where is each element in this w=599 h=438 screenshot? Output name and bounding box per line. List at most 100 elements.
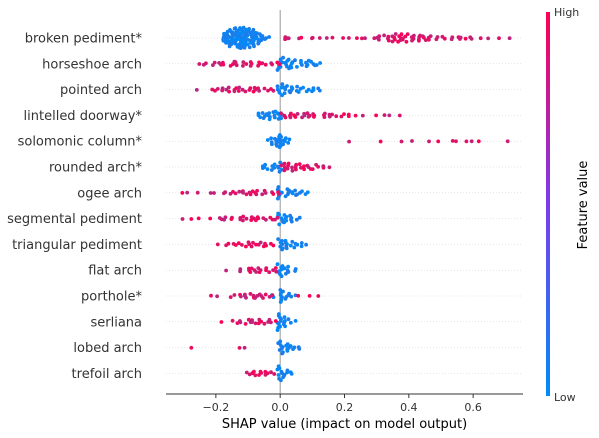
data-point	[253, 36, 258, 41]
data-point	[317, 36, 322, 40]
data-point	[297, 162, 302, 167]
data-point	[231, 32, 235, 37]
data-point	[390, 39, 395, 44]
data-point	[262, 321, 267, 326]
data-point	[486, 36, 490, 41]
data-point	[235, 321, 240, 325]
data-point	[353, 113, 358, 118]
data-point	[334, 114, 339, 119]
data-point	[277, 191, 281, 196]
data-point	[240, 87, 245, 92]
data-point	[347, 36, 351, 40]
data-point	[219, 320, 224, 324]
data-point	[318, 61, 322, 65]
data-point	[283, 194, 288, 199]
data-point	[266, 320, 270, 324]
data-point	[282, 168, 287, 173]
data-point	[180, 217, 185, 221]
data-point	[232, 293, 237, 297]
data-point	[305, 111, 310, 116]
data-point	[289, 219, 294, 224]
data-point	[242, 345, 247, 350]
data-point	[279, 163, 284, 168]
data-point	[278, 140, 283, 145]
data-point	[267, 270, 272, 275]
data-point	[185, 190, 190, 195]
data-point	[222, 191, 226, 196]
feature-label: lobed arch	[73, 341, 142, 356]
data-point	[360, 113, 365, 118]
data-point	[278, 143, 283, 148]
data-point	[189, 345, 194, 350]
data-point	[267, 295, 272, 299]
data-point	[279, 85, 284, 90]
data-point	[505, 139, 510, 144]
data-point	[294, 217, 299, 222]
data-point	[224, 87, 229, 92]
data-point	[215, 87, 220, 91]
data-point	[279, 116, 283, 121]
data-point	[294, 167, 298, 172]
data-point	[269, 136, 273, 141]
data-point	[233, 26, 238, 30]
data-point	[423, 38, 428, 42]
data-point	[276, 165, 281, 170]
data-point	[257, 373, 261, 377]
data-point	[208, 216, 213, 221]
data-point	[469, 37, 474, 41]
data-point	[278, 319, 283, 323]
data-point	[249, 266, 254, 271]
data-point	[230, 318, 235, 323]
data-point	[244, 62, 249, 66]
data-point	[382, 33, 386, 38]
data-point	[270, 293, 275, 298]
data-point	[476, 139, 481, 144]
data-point	[304, 89, 309, 94]
data-point	[282, 161, 287, 166]
feature-label: triangular pediment	[12, 238, 142, 253]
data-point	[264, 217, 268, 222]
data-point	[250, 320, 254, 324]
data-point	[256, 242, 261, 247]
data-point	[208, 191, 213, 195]
data-point	[269, 370, 273, 375]
data-point	[247, 88, 252, 92]
data-point	[275, 328, 280, 332]
data-point	[275, 68, 280, 72]
data-point	[244, 244, 248, 249]
data-point	[355, 36, 359, 40]
data-point	[283, 87, 288, 92]
data-point	[299, 241, 304, 245]
data-point	[211, 63, 215, 67]
data-point	[290, 191, 295, 196]
data-point	[265, 138, 270, 142]
data-point	[233, 191, 238, 196]
data-point	[301, 85, 305, 90]
data-point	[286, 163, 290, 168]
data-point	[234, 33, 239, 37]
data-point	[276, 196, 280, 201]
data-point	[292, 245, 297, 250]
data-point	[291, 347, 295, 351]
data-point	[297, 215, 302, 220]
colorbar-high-label: High	[554, 6, 579, 19]
data-point	[194, 88, 199, 92]
data-point	[321, 165, 326, 170]
data-point	[213, 88, 217, 93]
data-point	[243, 35, 248, 40]
x-axis-ticks: −0.2 0.0 0.2 0.4 0.6	[202, 394, 482, 414]
data-point	[251, 89, 256, 94]
data-point	[239, 31, 244, 36]
data-point	[304, 242, 308, 247]
data-point	[276, 373, 281, 377]
data-point	[427, 139, 431, 144]
feature-label: horseshoe arch	[42, 57, 142, 72]
data-point	[241, 60, 246, 64]
data-point	[279, 135, 283, 139]
data-point	[293, 188, 297, 193]
data-point	[261, 116, 266, 120]
data-point	[275, 111, 280, 115]
data-point	[289, 65, 294, 70]
data-point	[285, 370, 289, 375]
